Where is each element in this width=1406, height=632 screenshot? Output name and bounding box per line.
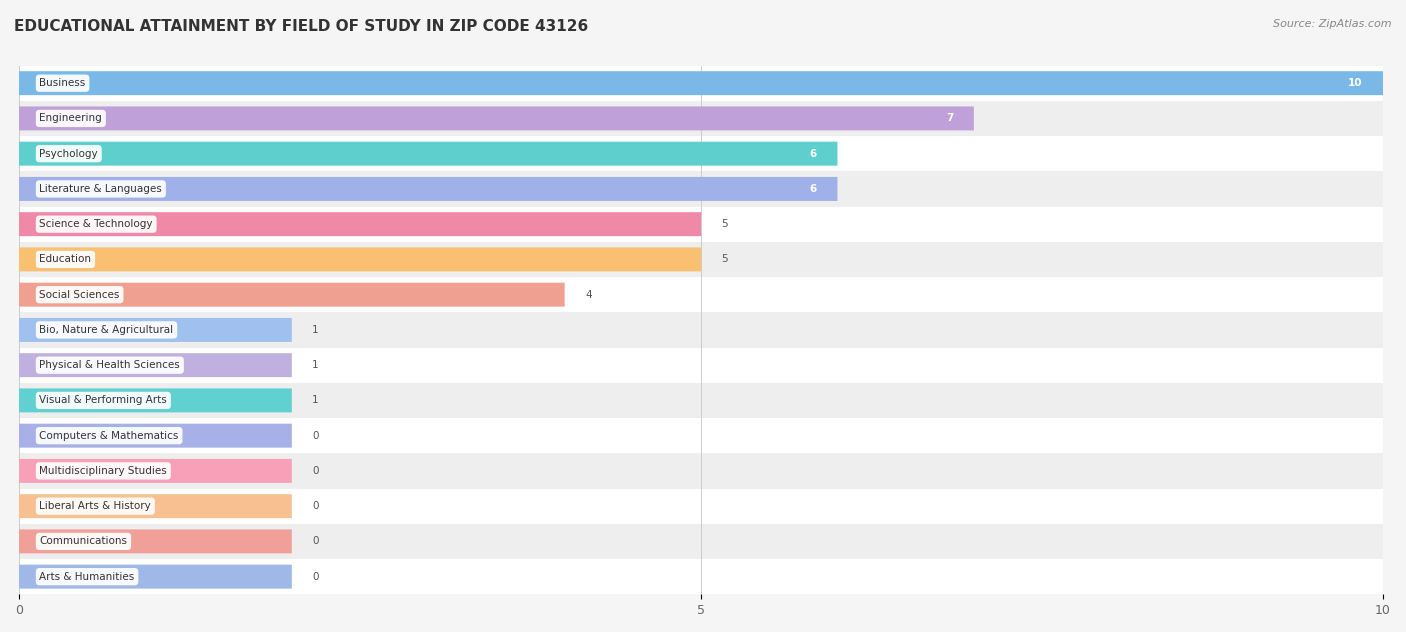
FancyBboxPatch shape (20, 106, 974, 130)
Text: 0: 0 (312, 466, 319, 476)
FancyBboxPatch shape (20, 248, 702, 271)
FancyBboxPatch shape (20, 212, 702, 236)
Bar (20, 348, 1384, 383)
Text: Literature & Languages: Literature & Languages (39, 184, 162, 194)
Text: 6: 6 (810, 149, 817, 159)
FancyBboxPatch shape (20, 423, 292, 447)
FancyBboxPatch shape (20, 353, 292, 377)
Bar (20, 207, 1384, 242)
Bar (20, 136, 1384, 171)
Bar (20, 418, 1384, 453)
Text: 7: 7 (946, 113, 953, 123)
Text: Computers & Mathematics: Computers & Mathematics (39, 430, 179, 441)
Text: 1: 1 (312, 325, 319, 335)
Bar (20, 453, 1384, 489)
FancyBboxPatch shape (20, 564, 292, 588)
FancyBboxPatch shape (20, 318, 292, 342)
Bar (20, 277, 1384, 312)
FancyBboxPatch shape (20, 71, 1384, 95)
Text: 1: 1 (312, 396, 319, 405)
FancyBboxPatch shape (20, 283, 565, 307)
Text: 10: 10 (1348, 78, 1362, 88)
Bar (20, 559, 1384, 594)
Bar (20, 171, 1384, 207)
FancyBboxPatch shape (20, 177, 838, 201)
Text: 1: 1 (312, 360, 319, 370)
Text: Business: Business (39, 78, 86, 88)
Text: 5: 5 (721, 255, 728, 264)
Bar (20, 383, 1384, 418)
Text: Physical & Health Sciences: Physical & Health Sciences (39, 360, 180, 370)
Text: 0: 0 (312, 572, 319, 581)
Text: Education: Education (39, 255, 91, 264)
Text: Source: ZipAtlas.com: Source: ZipAtlas.com (1274, 19, 1392, 29)
FancyBboxPatch shape (20, 389, 292, 413)
Text: 0: 0 (312, 501, 319, 511)
Text: Engineering: Engineering (39, 113, 103, 123)
Bar (20, 242, 1384, 277)
Bar (20, 101, 1384, 136)
FancyBboxPatch shape (20, 530, 292, 554)
Text: Bio, Nature & Agricultural: Bio, Nature & Agricultural (39, 325, 173, 335)
Text: 4: 4 (585, 289, 592, 300)
Text: 5: 5 (721, 219, 728, 229)
Text: Arts & Humanities: Arts & Humanities (39, 572, 135, 581)
FancyBboxPatch shape (20, 459, 292, 483)
Bar (20, 489, 1384, 524)
Bar (20, 66, 1384, 101)
Text: Communications: Communications (39, 537, 128, 547)
Text: Liberal Arts & History: Liberal Arts & History (39, 501, 152, 511)
Text: 0: 0 (312, 537, 319, 547)
Text: Social Sciences: Social Sciences (39, 289, 120, 300)
Bar (20, 524, 1384, 559)
Bar (20, 312, 1384, 348)
Text: Psychology: Psychology (39, 149, 98, 159)
Text: 0: 0 (312, 430, 319, 441)
Text: Multidisciplinary Studies: Multidisciplinary Studies (39, 466, 167, 476)
FancyBboxPatch shape (20, 142, 838, 166)
Text: Visual & Performing Arts: Visual & Performing Arts (39, 396, 167, 405)
Text: 6: 6 (810, 184, 817, 194)
Text: EDUCATIONAL ATTAINMENT BY FIELD OF STUDY IN ZIP CODE 43126: EDUCATIONAL ATTAINMENT BY FIELD OF STUDY… (14, 19, 588, 34)
FancyBboxPatch shape (20, 494, 292, 518)
Text: Science & Technology: Science & Technology (39, 219, 153, 229)
